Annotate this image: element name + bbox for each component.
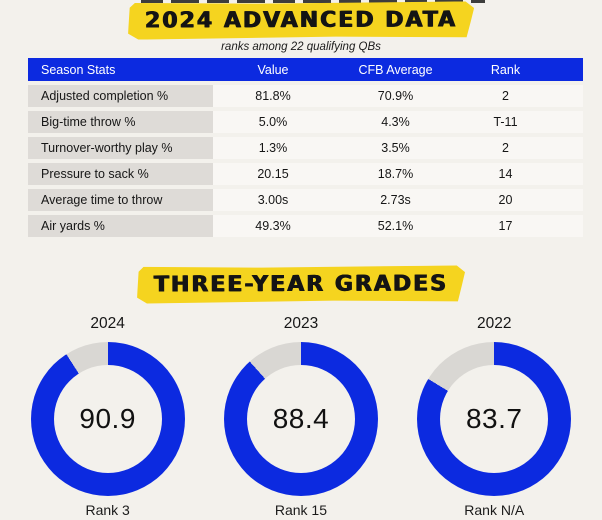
grade-column-2023: 2023 88.4 Rank 15 — [204, 312, 397, 518]
grade-column-2024: 2024 90.9 Rank 3 — [11, 312, 204, 518]
qualifying-note: ranks among 22 qualifying QBs — [221, 41, 381, 53]
stat-value: 49.3% — [255, 219, 291, 233]
donut-year-label: 2022 — [477, 315, 512, 332]
stat-label: Air yards % — [28, 215, 213, 237]
table-row: Pressure to sack % 20.15 18.7% 14 — [28, 163, 583, 185]
stat-rank: 2 — [502, 89, 509, 103]
stat-rank: 2 — [502, 141, 509, 155]
donut-rank-label: Rank 3 — [85, 502, 130, 518]
stat-label: Adjusted completion % — [28, 85, 213, 107]
table-header-row: Season Stats Value CFB Average Rank — [28, 58, 583, 81]
table-row: Air yards % 49.3% 52.1% 17 — [28, 215, 583, 237]
stat-label: Average time to throw — [28, 189, 213, 211]
stat-label: Turnover-worthy play % — [28, 137, 213, 159]
three-year-grades-header: THREE-YEAR GRADES — [0, 266, 602, 303]
stat-value: 5.0% — [258, 115, 288, 129]
donut-chart-2023: 88.4 — [223, 342, 378, 496]
stat-value: 1.3% — [258, 141, 288, 155]
torn-edge-decoration — [141, 0, 485, 3]
donut-rank-label: Rank N/A — [464, 502, 525, 518]
column-header-value: Value — [257, 62, 289, 77]
stat-cfb-average: 18.7% — [377, 167, 414, 181]
stat-rank: 20 — [498, 193, 513, 207]
section-title-advanced-data: 2024 ADVANCED DATA — [128, 1, 474, 39]
donut-chart-2022: 83.7 — [417, 342, 572, 496]
donut-grade-value: 90.9 — [53, 365, 162, 473]
stat-rank: T-11 — [493, 115, 518, 129]
stat-value: 81.8% — [255, 89, 291, 103]
stat-cfb-average: 52.1% — [377, 219, 414, 233]
grade-donut-charts: 2024 90.9 Rank 3 2023 88.4 Rank 15 2022 … — [11, 312, 591, 518]
table-row: Turnover-worthy play % 1.3% 3.5% 2 — [28, 137, 583, 159]
table-row: Big-time throw % 5.0% 4.3% T-11 — [28, 111, 583, 133]
stat-cfb-average: 70.9% — [377, 89, 414, 103]
donut-rank-label: Rank 15 — [274, 502, 328, 518]
section-title-three-year-grades: THREE-YEAR GRADES — [137, 265, 465, 303]
column-header-season-stats: Season Stats — [41, 62, 116, 77]
season-stats-table: Season Stats Value CFB Average Rank Adju… — [28, 58, 583, 237]
column-header-rank: Rank — [490, 62, 521, 77]
table-row: Average time to throw 3.00s 2.73s 20 — [28, 189, 583, 211]
stat-label: Pressure to sack % — [28, 163, 213, 185]
donut-chart-2024: 90.9 — [30, 342, 185, 496]
table-row: Adjusted completion % 81.8% 70.9% 2 — [28, 85, 583, 107]
donut-grade-value: 88.4 — [246, 365, 355, 473]
stat-rank: 17 — [498, 219, 513, 233]
grade-column-2022: 2022 83.7 Rank N/A — [398, 312, 591, 518]
stat-rank: 14 — [498, 167, 513, 181]
stat-cfb-average: 3.5% — [381, 141, 410, 155]
donut-year-label: 2023 — [283, 315, 319, 332]
stat-value: 20.15 — [257, 167, 289, 181]
stat-value: 3.00s — [257, 193, 289, 207]
donut-year-label: 2024 — [90, 315, 125, 332]
donut-grade-value: 83.7 — [440, 365, 549, 473]
stat-cfb-average: 2.73s — [380, 193, 411, 207]
stat-cfb-average: 4.3% — [381, 115, 410, 129]
column-header-cfb-average: CFB Average — [358, 62, 433, 77]
advanced-data-header: 2024 ADVANCED DATA — [0, 2, 602, 39]
stat-label: Big-time throw % — [28, 111, 213, 133]
